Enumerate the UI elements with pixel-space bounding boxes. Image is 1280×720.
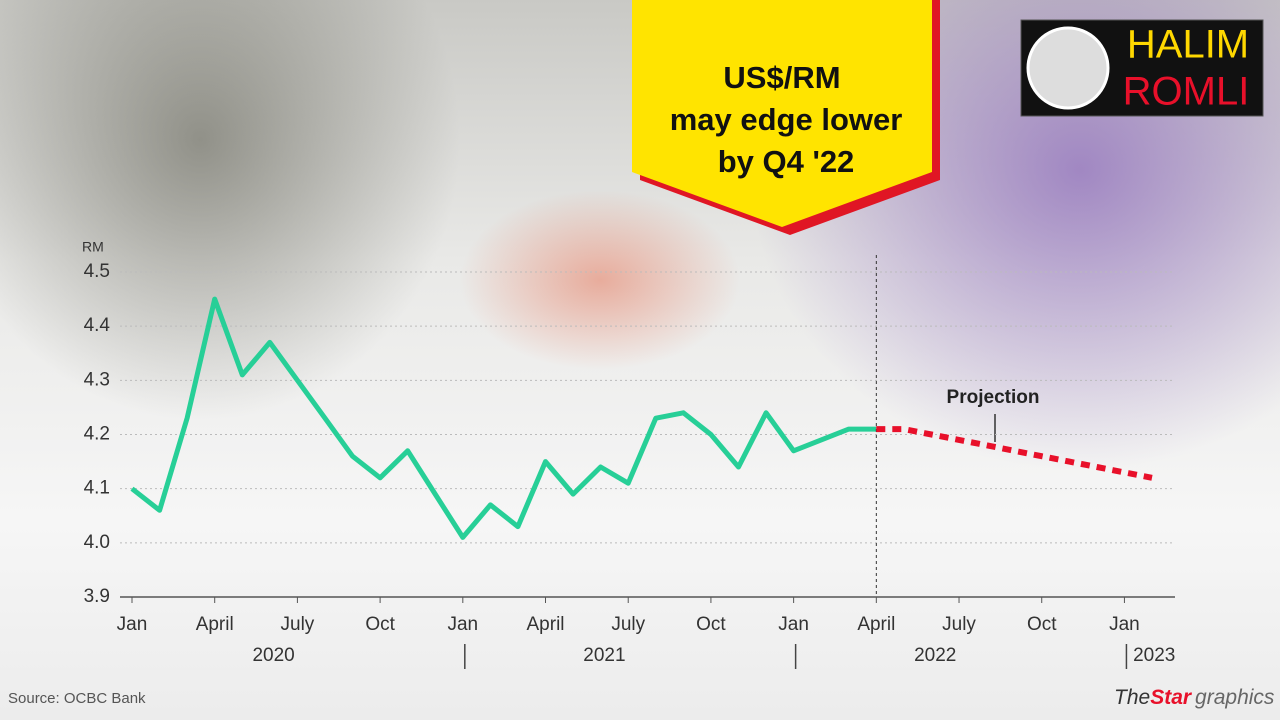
x-tick-label: Jan	[1109, 614, 1140, 635]
year-label: 2020	[252, 645, 294, 666]
x-tick-label: Oct	[696, 614, 726, 635]
x-tick-label: Oct	[1027, 614, 1057, 635]
chart-title: by Q4 '22	[718, 144, 855, 179]
year-label: 2021	[583, 645, 625, 666]
series-line	[130, 296, 877, 540]
source: Source: OCBC Bank	[8, 690, 146, 707]
series-line	[876, 426, 1153, 481]
logo-photo	[1026, 26, 1110, 110]
chart-title: may edge lower	[670, 102, 903, 137]
chart-title: US$/RM	[723, 60, 840, 95]
y-tick-label: 4.2	[84, 424, 110, 445]
x-tick-label: July	[942, 614, 976, 635]
y-tick-label: 4.5	[84, 261, 110, 282]
credit-part: graphics	[1195, 686, 1275, 709]
y-tick-label: 3.9	[84, 586, 110, 607]
y-tick-label: 4.4	[84, 315, 111, 336]
x-tick-label: Jan	[447, 614, 478, 635]
y-tick-label: 4.0	[84, 532, 110, 553]
x-tick-label: April	[527, 614, 565, 635]
x-tick-label: July	[611, 614, 645, 635]
annotation: Projection	[947, 387, 1040, 408]
logo-text: HALIM	[1127, 23, 1249, 67]
credit-part: Star	[1150, 686, 1193, 709]
credit: TheStar graphics	[1114, 686, 1275, 709]
x-tick-label: Oct	[365, 614, 395, 635]
y-tick-label: 4.3	[84, 369, 110, 390]
year-label: 2023	[1133, 645, 1175, 666]
year-label: 2022	[914, 645, 956, 666]
logo-text: ROMLI	[1123, 70, 1250, 114]
x-tick-label: April	[196, 614, 234, 635]
credit-part: The	[1114, 686, 1150, 709]
x-tick-label: April	[857, 614, 895, 635]
y-axis-label: RM	[82, 239, 104, 255]
title-box	[632, 0, 932, 227]
x-tick-label: July	[281, 614, 315, 635]
x-tick-label: Jan	[117, 614, 148, 635]
x-tick-label: Jan	[778, 614, 809, 635]
y-tick-label: 4.1	[84, 478, 110, 499]
